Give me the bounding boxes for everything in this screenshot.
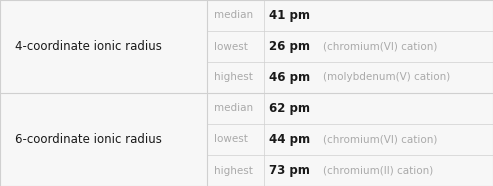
Text: (chromium(VI) cation): (chromium(VI) cation): [323, 134, 437, 145]
Text: highest: highest: [214, 166, 253, 176]
Text: 26 pm: 26 pm: [269, 40, 310, 53]
Text: (molybdenum(V) cation): (molybdenum(V) cation): [323, 73, 450, 83]
Text: 44 pm: 44 pm: [269, 133, 310, 146]
Text: 62 pm: 62 pm: [269, 102, 310, 115]
Text: median: median: [214, 10, 253, 20]
Text: 46 pm: 46 pm: [269, 71, 310, 84]
Text: (chromium(VI) cation): (chromium(VI) cation): [323, 41, 437, 52]
Text: lowest: lowest: [214, 41, 248, 52]
Text: lowest: lowest: [214, 134, 248, 145]
Text: 73 pm: 73 pm: [269, 164, 310, 177]
Text: median: median: [214, 103, 253, 113]
Text: 6-coordinate ionic radius: 6-coordinate ionic radius: [15, 133, 162, 146]
Text: (chromium(II) cation): (chromium(II) cation): [323, 166, 433, 176]
Text: highest: highest: [214, 73, 253, 83]
Text: 41 pm: 41 pm: [269, 9, 310, 22]
Text: 4-coordinate ionic radius: 4-coordinate ionic radius: [15, 40, 162, 53]
